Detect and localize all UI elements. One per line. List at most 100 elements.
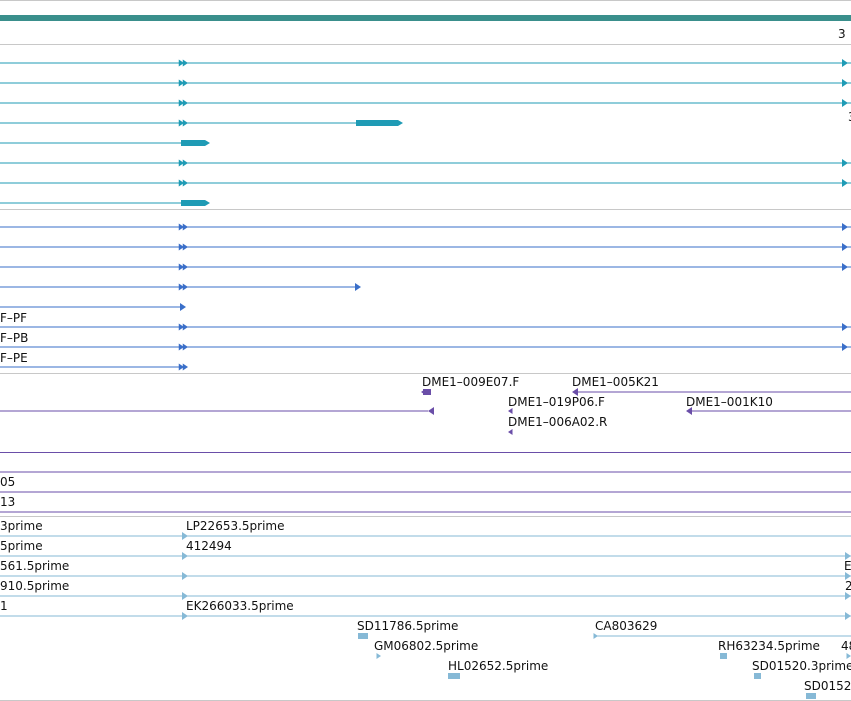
clone-arrow-left xyxy=(428,407,434,415)
protein-junction-0-a xyxy=(178,223,184,231)
est-arrow-48 xyxy=(846,653,851,659)
transcript-end-4 xyxy=(842,179,848,187)
protein-end-2 xyxy=(842,263,848,271)
est-block-sd11786 xyxy=(358,633,368,639)
est-end-d xyxy=(845,612,851,620)
transcript-end-0 xyxy=(842,59,848,67)
transcript-exon-block-tip xyxy=(398,120,403,126)
clone-label-006a02[interactable]: DME1–006A02.R xyxy=(508,415,608,429)
est-label-ek266033[interactable]: EK266033.5prime xyxy=(186,599,294,613)
protein-junction-1-b xyxy=(182,243,188,251)
est-label-910[interactable]: 910.5prime xyxy=(0,579,70,593)
est-block-sd01520 xyxy=(754,673,761,679)
est-label-right-e[interactable]: E xyxy=(844,559,851,573)
protein-junction-2-a xyxy=(178,263,184,271)
est-label-48[interactable]: 48 xyxy=(841,639,851,653)
est-junction-1 xyxy=(182,552,188,560)
est-arrow-ca803629 xyxy=(593,633,598,639)
est-label-sd0152[interactable]: SD0152 xyxy=(804,679,851,693)
protein-end-4 xyxy=(842,343,848,351)
protein-junction-1-a xyxy=(178,243,184,251)
transcript-exon-block xyxy=(356,120,398,126)
clone-block-009e07 xyxy=(423,389,431,395)
est-end-c xyxy=(845,592,851,600)
transcript-junction-0-b xyxy=(182,59,188,67)
protein-label-pf[interactable]: F–PF xyxy=(0,311,28,325)
est-label-sd01520[interactable]: SD01520.3prime xyxy=(752,659,851,673)
est-junction-3 xyxy=(182,592,188,600)
transcript-end-2 xyxy=(842,99,848,107)
transcript-utr-b xyxy=(181,200,205,206)
clone-label-001k10[interactable]: DME1–001K10 xyxy=(686,395,773,409)
protein-junction-pe-a xyxy=(178,363,184,371)
transcript-junction-0-a xyxy=(178,59,184,67)
transcript-junction-2-a xyxy=(178,99,184,107)
transcript-junction-3-b xyxy=(182,159,188,167)
est-label-1[interactable]: 1 xyxy=(0,599,8,613)
transcript-junction-partial-b xyxy=(182,119,188,127)
protein-end-3 xyxy=(842,323,848,331)
top-right-label: 3 xyxy=(838,27,846,41)
clone-arrow-001k10 xyxy=(686,407,692,415)
protein-junction-2-b xyxy=(182,263,188,271)
est-label-5prime[interactable]: 5prime xyxy=(0,539,43,553)
protein-junction-0-b xyxy=(182,223,188,231)
transcript-end-3 xyxy=(842,159,848,167)
mrna-right-label: 3 xyxy=(848,110,851,124)
protein-end-1 xyxy=(842,243,848,251)
transcript-utr-b-tip xyxy=(205,200,210,206)
est-block-rh63234 xyxy=(720,653,727,659)
est-block-hl02652 xyxy=(448,673,460,679)
est-label-412494[interactable]: 412494 xyxy=(186,539,232,553)
est-label-3prime[interactable]: 3prime xyxy=(0,519,43,533)
protein-junction-3-a xyxy=(178,323,184,331)
est-arrow-gm06802 xyxy=(376,653,381,659)
protein-junction-mid-a xyxy=(178,283,184,291)
clone-label-009e07[interactable]: DME1–009E07.F xyxy=(422,375,520,389)
protein-junction-pe-b xyxy=(182,363,188,371)
protein-junction-3-b xyxy=(182,323,188,331)
clone-arrow-009e07 xyxy=(421,389,426,395)
protein-label-pb[interactable]: F–PB xyxy=(0,331,29,345)
protein-junction-mid-b xyxy=(182,283,188,291)
est-label-ca803629[interactable]: CA803629 xyxy=(595,619,658,633)
transcript-junction-4-a xyxy=(178,179,184,187)
transcript-utr-a xyxy=(181,140,205,146)
protein-junction-4-b xyxy=(182,343,188,351)
est-label-561[interactable]: 561.5prime xyxy=(0,559,70,573)
protein-end-0 xyxy=(842,223,848,231)
protein-junction-4-a xyxy=(178,343,184,351)
est-junction-0 xyxy=(182,532,188,540)
est-label-right-2[interactable]: 2 xyxy=(845,579,851,593)
est-end-b xyxy=(845,572,851,580)
transcript-junction-1-a xyxy=(178,79,184,87)
est-junction-4 xyxy=(182,612,188,620)
chromosome-bar xyxy=(0,15,851,21)
est-junction-2 xyxy=(182,572,188,580)
protein-end-mid xyxy=(355,283,361,291)
transcript-junction-3-a xyxy=(178,159,184,167)
est-label-gm06802[interactable]: GM06802.5prime xyxy=(374,639,479,653)
clone-label-019p06[interactable]: DME1–019P06.F xyxy=(508,395,605,409)
est-label-lp22653[interactable]: LP22653.5prime xyxy=(186,519,285,533)
est-label-sd11786[interactable]: SD11786.5prime xyxy=(357,619,459,633)
transcript-junction-partial-a xyxy=(178,119,184,127)
clone-label-005k21[interactable]: DME1–005K21 xyxy=(572,375,659,389)
transcript-junction-4-b xyxy=(182,179,188,187)
est-label-rh63234[interactable]: RH63234.5prime xyxy=(718,639,820,653)
est-end-a xyxy=(845,552,851,560)
clone-arrow-019p06 xyxy=(508,408,513,414)
clone-arrow-006a02 xyxy=(508,429,513,435)
transcript-junction-1-b xyxy=(182,79,188,87)
transcript-utr-a-tip xyxy=(205,140,210,146)
protein-label-pe[interactable]: F–PE xyxy=(0,351,28,365)
misc-label-13[interactable]: 13 xyxy=(0,495,16,509)
est-label-hl02652[interactable]: HL02652.5prime xyxy=(448,659,549,673)
est-block-sd0152 xyxy=(806,693,816,699)
misc-label-05[interactable]: 05 xyxy=(0,475,16,489)
clone-arrow-005k21 xyxy=(572,388,578,396)
protein-end-pf xyxy=(180,303,186,311)
transcript-end-1 xyxy=(842,79,848,87)
